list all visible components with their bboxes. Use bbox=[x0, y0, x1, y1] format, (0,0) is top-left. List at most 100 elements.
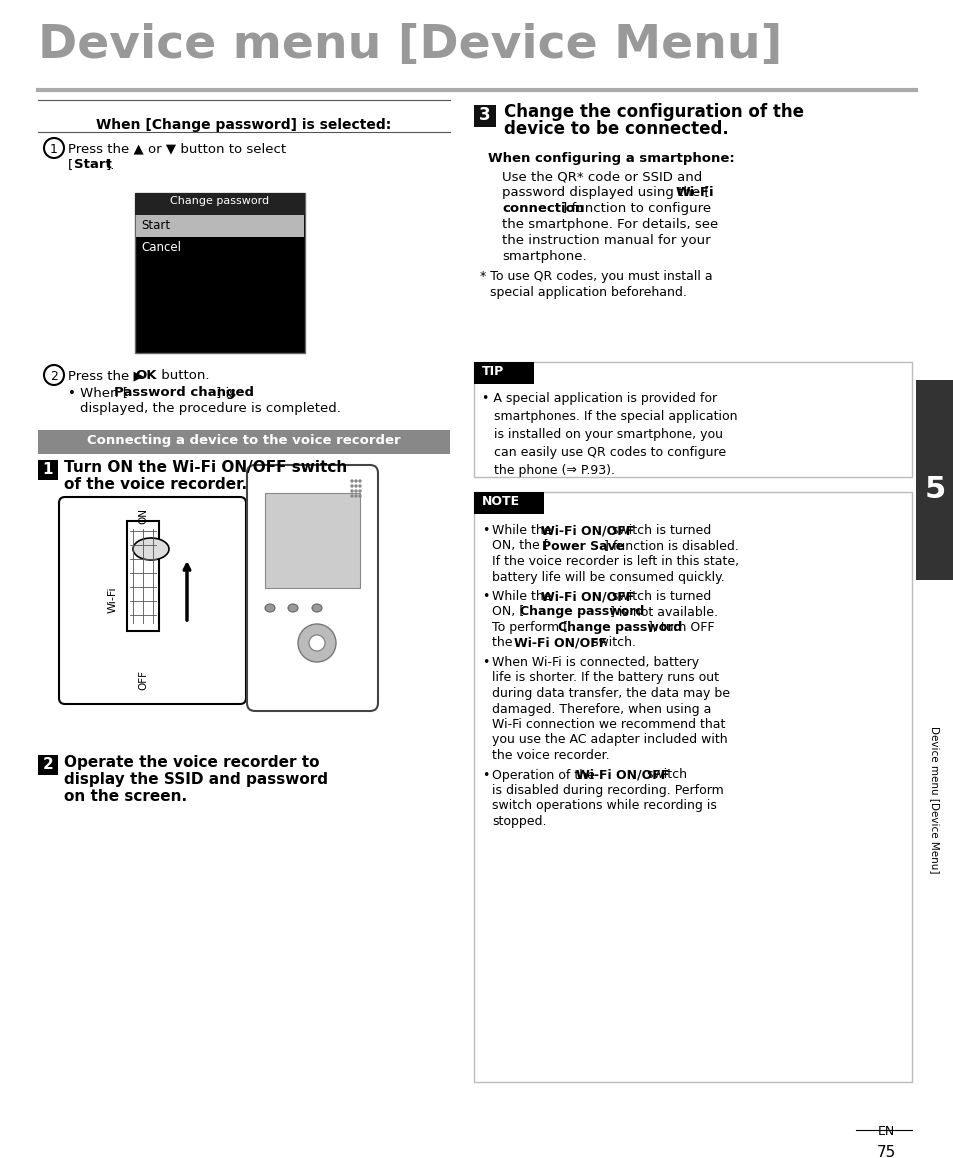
Text: EN: EN bbox=[877, 1126, 894, 1138]
Text: Press the ▶: Press the ▶ bbox=[68, 369, 144, 382]
Text: Change password: Change password bbox=[171, 196, 270, 206]
Text: NOTE: NOTE bbox=[481, 494, 519, 508]
Text: Wi-Fi: Wi-Fi bbox=[108, 587, 118, 614]
Text: Device menu [Device Menu]: Device menu [Device Menu] bbox=[929, 726, 939, 874]
Text: * To use QR codes, you must install a: * To use QR codes, you must install a bbox=[479, 270, 712, 283]
Text: on the screen.: on the screen. bbox=[64, 789, 187, 804]
Text: Start: Start bbox=[141, 219, 170, 232]
Circle shape bbox=[355, 490, 356, 492]
Text: [: [ bbox=[68, 157, 73, 171]
Bar bbox=[136, 215, 304, 237]
Text: •: • bbox=[481, 655, 489, 669]
Text: Use the QR* code or SSID and: Use the QR* code or SSID and bbox=[501, 170, 701, 183]
Text: stopped.: stopped. bbox=[492, 815, 546, 828]
Text: ] function is disabled.: ] function is disabled. bbox=[603, 540, 739, 552]
Text: the voice recorder.: the voice recorder. bbox=[492, 749, 609, 762]
Text: Wi-Fi ON/OFF: Wi-Fi ON/OFF bbox=[541, 589, 634, 603]
Text: switch is turned: switch is turned bbox=[608, 525, 711, 537]
Text: button.: button. bbox=[157, 369, 210, 382]
Text: Turn ON the Wi-Fi ON/OFF switch: Turn ON the Wi-Fi ON/OFF switch bbox=[64, 460, 347, 475]
Text: 1: 1 bbox=[43, 462, 53, 477]
Ellipse shape bbox=[288, 604, 297, 611]
Bar bbox=[915, 380, 953, 580]
Text: Device menu [Device Menu]: Device menu [Device Menu] bbox=[38, 23, 781, 68]
Ellipse shape bbox=[309, 635, 325, 651]
Ellipse shape bbox=[265, 604, 274, 611]
Text: • When [: • When [ bbox=[68, 386, 128, 400]
Text: the: the bbox=[492, 637, 516, 650]
Text: 2: 2 bbox=[50, 371, 58, 383]
Text: ] is not available.: ] is not available. bbox=[609, 606, 718, 618]
Text: battery life will be consumed quickly.: battery life will be consumed quickly. bbox=[492, 571, 724, 584]
Bar bbox=[474, 362, 911, 477]
Text: Press the ▲ or ▼ button to select: Press the ▲ or ▼ button to select bbox=[68, 142, 286, 155]
Circle shape bbox=[358, 494, 360, 497]
Text: Password changed: Password changed bbox=[113, 386, 253, 400]
Text: Cancel: Cancel bbox=[141, 241, 181, 254]
Text: life is shorter. If the battery runs out: life is shorter. If the battery runs out bbox=[492, 672, 719, 684]
Circle shape bbox=[358, 485, 360, 488]
Text: Wi-Fi ON/OFF: Wi-Fi ON/OFF bbox=[514, 637, 607, 650]
FancyBboxPatch shape bbox=[247, 466, 377, 711]
Circle shape bbox=[358, 490, 360, 492]
Bar bbox=[135, 193, 305, 215]
Text: Operate the voice recorder to: Operate the voice recorder to bbox=[64, 755, 319, 770]
Ellipse shape bbox=[132, 538, 169, 560]
Text: Wi-Fi connection we recommend that: Wi-Fi connection we recommend that bbox=[492, 718, 724, 731]
Text: the instruction manual for your: the instruction manual for your bbox=[501, 234, 710, 247]
Text: •: • bbox=[481, 769, 489, 782]
Text: damaged. Therefore, when using a: damaged. Therefore, when using a bbox=[492, 703, 711, 716]
Text: • A special application is provided for
   smartphones. If the special applicati: • A special application is provided for … bbox=[481, 393, 737, 477]
Text: Wi-Fi ON/OFF: Wi-Fi ON/OFF bbox=[576, 769, 669, 782]
Text: is disabled during recording. Perform: is disabled during recording. Perform bbox=[492, 784, 723, 797]
Bar bbox=[265, 493, 359, 588]
Ellipse shape bbox=[297, 624, 335, 662]
Text: smartphone.: smartphone. bbox=[501, 250, 586, 263]
Text: While the: While the bbox=[492, 589, 555, 603]
Text: ON, [: ON, [ bbox=[492, 606, 524, 618]
Text: OFF: OFF bbox=[138, 670, 148, 690]
Text: Change the configuration of the: Change the configuration of the bbox=[503, 103, 803, 120]
Text: 5: 5 bbox=[923, 476, 944, 505]
Text: 75: 75 bbox=[876, 1145, 895, 1158]
Bar bbox=[474, 492, 543, 514]
Text: Connecting a device to the voice recorder: Connecting a device to the voice recorde… bbox=[87, 434, 400, 447]
Text: Power Save: Power Save bbox=[541, 540, 623, 552]
Text: When configuring a smartphone:: When configuring a smartphone: bbox=[488, 152, 734, 164]
Text: 2: 2 bbox=[43, 757, 53, 772]
Text: the smartphone. For details, see: the smartphone. For details, see bbox=[501, 218, 718, 230]
Text: 1: 1 bbox=[50, 142, 58, 156]
Text: To perform [: To perform [ bbox=[492, 621, 568, 633]
Text: •: • bbox=[481, 525, 489, 537]
Text: TIP: TIP bbox=[481, 365, 504, 378]
Bar bbox=[474, 362, 534, 384]
Text: switch: switch bbox=[642, 769, 686, 782]
Text: device to be connected.: device to be connected. bbox=[503, 120, 728, 138]
Circle shape bbox=[358, 481, 360, 482]
Text: switch is turned: switch is turned bbox=[608, 589, 711, 603]
Text: When [​Change password​] is selected:: When [​Change password​] is selected: bbox=[96, 118, 392, 132]
Text: displayed, the procedure is completed.: displayed, the procedure is completed. bbox=[80, 402, 340, 415]
Text: ON: ON bbox=[138, 508, 148, 525]
Text: While the: While the bbox=[492, 525, 555, 537]
Text: When Wi-Fi is connected, battery: When Wi-Fi is connected, battery bbox=[492, 655, 699, 669]
Circle shape bbox=[351, 485, 353, 488]
Text: OK: OK bbox=[135, 369, 156, 382]
Text: switch.: switch. bbox=[587, 637, 636, 650]
Bar bbox=[127, 521, 159, 631]
Ellipse shape bbox=[312, 604, 322, 611]
Circle shape bbox=[355, 494, 356, 497]
FancyBboxPatch shape bbox=[59, 497, 246, 704]
Text: special application beforehand.: special application beforehand. bbox=[490, 286, 686, 299]
Text: password displayed using the [: password displayed using the [ bbox=[501, 186, 709, 199]
Circle shape bbox=[351, 481, 353, 482]
Text: Change password: Change password bbox=[558, 621, 681, 633]
Text: 3: 3 bbox=[478, 107, 490, 124]
Text: ] function to configure: ] function to configure bbox=[561, 201, 710, 215]
Text: ] is: ] is bbox=[215, 386, 236, 400]
Text: Operation of the: Operation of the bbox=[492, 769, 598, 782]
Text: during data transfer, the data may be: during data transfer, the data may be bbox=[492, 687, 729, 699]
Text: If the voice recorder is left in this state,: If the voice recorder is left in this st… bbox=[492, 555, 739, 569]
Text: display the SSID and password: display the SSID and password bbox=[64, 772, 328, 787]
Text: of the voice recorder.: of the voice recorder. bbox=[64, 477, 247, 492]
